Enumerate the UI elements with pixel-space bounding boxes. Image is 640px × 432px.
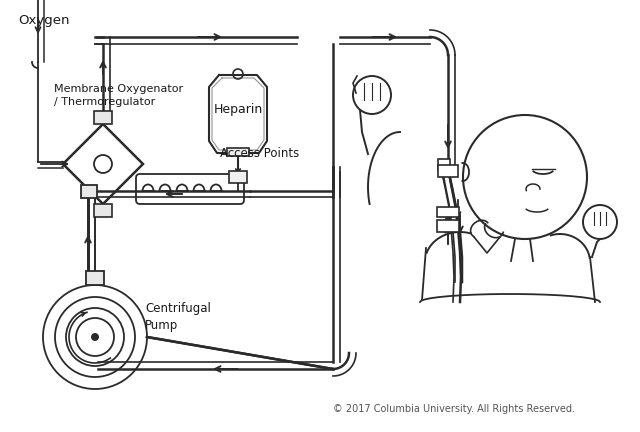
Text: Centrifugal
Pump: Centrifugal Pump: [145, 302, 211, 332]
Bar: [227, 148, 249, 156]
Text: Oxygen: Oxygen: [18, 14, 70, 27]
Text: © 2017 Columbia University. All Rights Reserved.: © 2017 Columbia University. All Rights R…: [333, 404, 575, 414]
Text: Access Points: Access Points: [220, 147, 300, 160]
Bar: [229, 171, 247, 183]
Circle shape: [91, 333, 99, 341]
Bar: [438, 165, 458, 177]
Bar: [94, 111, 112, 124]
Bar: [438, 159, 450, 169]
Bar: [437, 207, 459, 217]
Text: Membrane Oxygenator
/ Thermoregulator: Membrane Oxygenator / Thermoregulator: [54, 84, 183, 107]
Text: Heparin: Heparin: [213, 102, 262, 115]
Bar: [86, 271, 104, 285]
Bar: [81, 185, 97, 198]
Bar: [437, 220, 459, 232]
Bar: [94, 204, 112, 217]
